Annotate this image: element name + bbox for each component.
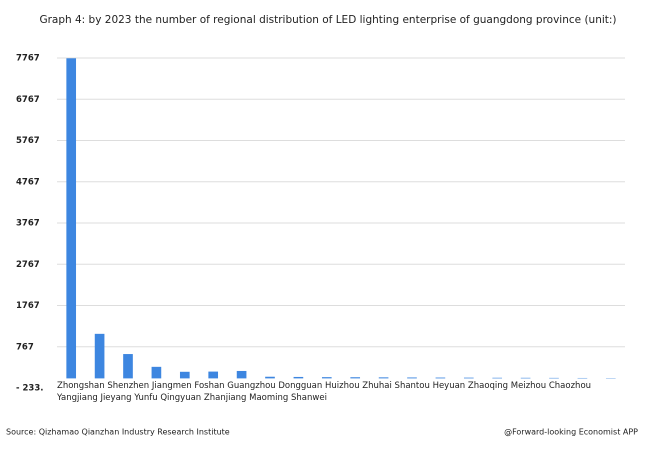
y-tick-label: 4767: [16, 177, 40, 187]
y-tick-label: 3767: [16, 219, 40, 229]
x-tick-label: Zhanjiang: [203, 393, 247, 403]
x-tick-label: Chaozhou: [548, 381, 592, 391]
x-tick-label: Huizhou: [325, 381, 360, 391]
x-axis-labels: Zhongshan Shenzhen Jiangmen Foshan Guang…: [57, 380, 632, 404]
bar: [321, 377, 332, 379]
bar: [435, 377, 446, 379]
bar: [236, 370, 247, 379]
bar: [463, 377, 474, 379]
chart-title: Graph 4: by 2023 the number of regional …: [39, 14, 616, 26]
bar: [407, 377, 417, 379]
bar: [492, 377, 503, 379]
bar: [520, 377, 531, 379]
x-tick-label: Yangjiang: [57, 393, 98, 403]
bar: [265, 376, 275, 379]
x-tick-label: Zhuhai: [362, 381, 392, 391]
bar: [293, 376, 304, 379]
x-tick-label: Maoming: [249, 393, 289, 403]
x-tick-label: Guangzhou: [227, 381, 276, 391]
y-tick-label: 7767: [16, 54, 40, 64]
x-tick-label: Zhaoqing: [467, 381, 509, 391]
x-tick-label: Shenzhen: [107, 381, 150, 391]
y-tick-label: 2767: [16, 260, 40, 270]
bar: [208, 371, 219, 379]
x-tick-label: Jiangmen: [151, 381, 192, 391]
y-tick-label: 5767: [16, 136, 40, 146]
x-tick-label: Zhongshan: [57, 381, 105, 391]
x-tick-label: Dongguan: [278, 381, 323, 391]
x-tick-label: Shanwei: [291, 393, 327, 403]
x-tick-label: Yunfu: [134, 393, 158, 403]
y-tick-label: 6767: [16, 95, 40, 105]
y-tick-label: - 233.: [16, 384, 43, 394]
x-tick-label: Qingyuan: [160, 393, 202, 403]
x-tick-label: Jieyang: [100, 393, 132, 403]
bar: [378, 377, 389, 379]
source: Source: Qizhamao Qianzhan Industry Resea…: [6, 428, 230, 437]
bar: [94, 333, 105, 379]
bar: [179, 371, 190, 379]
y-tick-label: 1767: [16, 301, 40, 311]
x-tick-label: Meizhou: [510, 381, 547, 391]
bar: [350, 377, 361, 379]
bar: [151, 366, 162, 379]
bar: [123, 354, 133, 379]
y-tick-label: 767: [16, 342, 34, 352]
bar: [66, 58, 77, 379]
x-tick-label: Foshan: [194, 381, 225, 391]
x-tick-label: Heyuan: [432, 381, 466, 391]
x-tick-label: Shantou: [394, 381, 430, 391]
credit: @Forward-looking Economist APP: [504, 428, 638, 437]
